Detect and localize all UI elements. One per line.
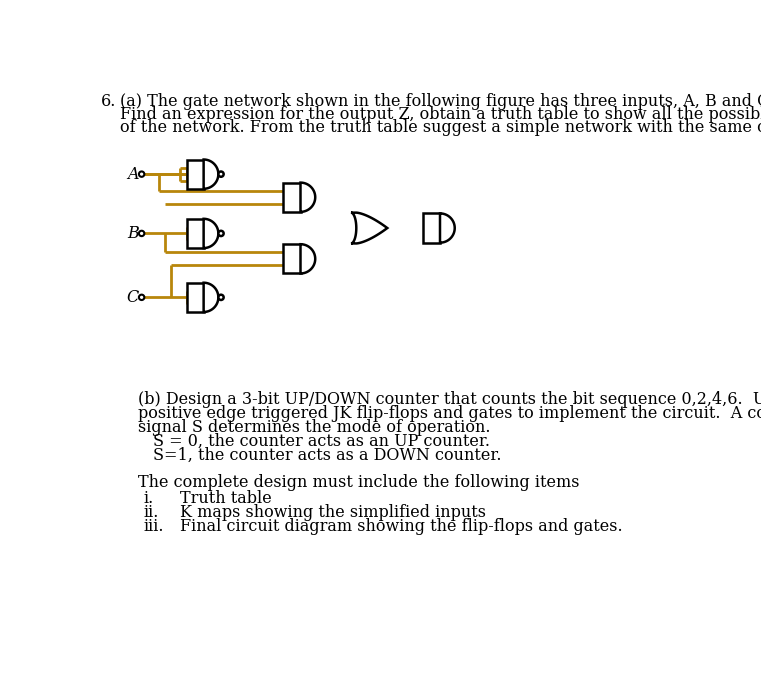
Text: ii.: ii. [143,504,158,520]
Polygon shape [186,282,204,312]
Circle shape [139,295,145,300]
Polygon shape [204,160,218,189]
Text: C: C [126,289,139,306]
Text: (b) Design a 3-bit UP/DOWN counter that counts the bit sequence 0,2,4,6.  Use: (b) Design a 3-bit UP/DOWN counter that … [138,391,761,408]
Polygon shape [423,214,440,243]
Text: 6.: 6. [101,92,116,110]
Text: positive edge triggered JK flip-flops and gates to implement the circuit.  A con: positive edge triggered JK flip-flops an… [138,405,761,422]
Text: Find an expression for the output Z, obtain a truth table to show all the possib: Find an expression for the output Z, obt… [120,105,761,123]
Polygon shape [440,214,455,243]
Polygon shape [204,282,218,312]
Polygon shape [186,219,204,248]
Text: The complete design must include the following items: The complete design must include the fol… [138,475,579,491]
Polygon shape [351,212,387,244]
Text: Final circuit diagram showing the flip-flops and gates.: Final circuit diagram showing the flip-f… [180,518,623,534]
Text: K maps showing the simplified inputs: K maps showing the simplified inputs [180,504,486,520]
Polygon shape [283,244,301,273]
Polygon shape [204,219,218,248]
Circle shape [218,295,224,300]
Text: iii.: iii. [143,518,164,534]
Text: i.: i. [143,490,154,507]
Text: S=1, the counter acts as a DOWN counter.: S=1, the counter acts as a DOWN counter. [153,447,501,464]
Text: S = 0, the counter acts as an UP counter.: S = 0, the counter acts as an UP counter… [153,433,490,450]
Text: B: B [127,225,139,242]
Text: A: A [127,166,139,183]
Text: signal S determines the mode of operation.: signal S determines the mode of operatio… [138,419,490,436]
Text: of the network. From the truth table suggest a simple network with the same outp: of the network. From the truth table sug… [120,119,761,136]
Circle shape [218,231,224,236]
Circle shape [218,171,224,177]
Polygon shape [186,160,204,189]
Polygon shape [301,183,315,212]
Circle shape [139,171,145,177]
Polygon shape [301,244,315,273]
Circle shape [139,230,145,236]
Text: Truth table: Truth table [180,490,272,507]
Text: (a) The gate network shown in the following figure has three inputs, A, B and C.: (a) The gate network shown in the follow… [120,92,761,110]
Polygon shape [283,183,301,212]
